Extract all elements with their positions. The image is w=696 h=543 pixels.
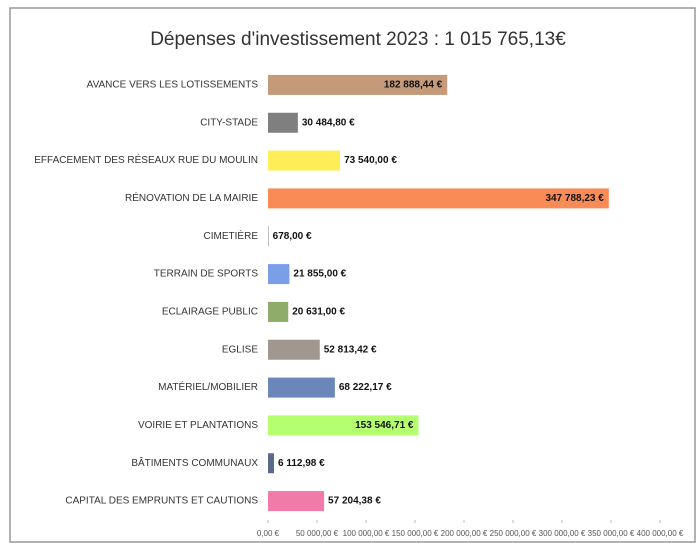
chart-frame	[9, 7, 696, 543]
bar	[268, 112, 298, 133]
value-label: 20 631,00 €	[292, 307, 345, 318]
bar	[268, 339, 320, 360]
x-tick-label: 400 000,00 €	[637, 529, 684, 538]
x-tick-label: 100 000,00 €	[343, 529, 390, 538]
y-tick-label: CIMETIÈRE	[204, 229, 259, 242]
bar	[268, 491, 325, 512]
y-tick-label: CITY-STADE	[200, 117, 258, 128]
value-label: 182 888,44 €	[384, 80, 443, 91]
bar	[268, 301, 289, 322]
y-tick-label: CAPITAL DES EMPRUNTS ET CAUTIONS	[65, 496, 258, 507]
value-label: 30 484,80 €	[302, 117, 355, 128]
value-label: 678,00 €	[273, 231, 312, 242]
x-tick-label: 200 000,00 €	[441, 529, 488, 538]
y-tick-label: ECLAIRAGE PUBLIC	[162, 307, 258, 318]
y-tick-label: BÂTIMENTS COMMUNAUX	[131, 456, 258, 469]
bar	[268, 150, 341, 171]
value-label: 68 222,17 €	[339, 382, 392, 393]
x-tick-label: 350 000,00 €	[588, 529, 635, 538]
value-label: 21 855,00 €	[293, 269, 346, 280]
y-tick-label: TERRAIN DE SPORTS	[154, 269, 259, 280]
y-tick-label: AVANCE VERS LES LOTISSEMENTS	[87, 80, 259, 91]
bar	[268, 453, 274, 474]
x-tick-label: 50 000,00 €	[296, 529, 339, 538]
value-label: 57 204,38 €	[328, 496, 381, 507]
value-label: 347 788,23 €	[545, 193, 604, 204]
x-tick-label: 150 000,00 €	[392, 529, 439, 538]
bar	[268, 74, 448, 95]
bar	[268, 377, 335, 398]
bar	[268, 264, 290, 285]
y-tick-label: RÉNOVATION DE LA MAIRIE	[125, 191, 258, 204]
value-label: 73 540,00 €	[344, 155, 397, 166]
x-tick-label: 300 000,00 €	[539, 529, 586, 538]
chart-title: Dépenses d'investissement 2023 : 1 015 7…	[150, 29, 566, 50]
value-label: 153 546,71 €	[355, 420, 414, 431]
value-label: 52 813,42 €	[324, 344, 377, 355]
x-tick-label: 250 000,00 €	[490, 529, 537, 538]
value-label: 6 112,98 €	[278, 458, 325, 469]
y-tick-label: EFFACEMENT DES RÉSEAUX RUE DU MOULIN	[34, 153, 258, 166]
bar	[268, 188, 609, 209]
y-tick-label: MATÉRIEL/MOBILIER	[158, 380, 258, 393]
y-tick-label: VOIRIE ET PLANTATIONS	[138, 420, 258, 431]
bar	[268, 226, 269, 247]
y-tick-label: EGLISE	[222, 344, 258, 355]
bar	[268, 415, 419, 436]
x-tick-label: 0,00 €	[257, 529, 280, 538]
